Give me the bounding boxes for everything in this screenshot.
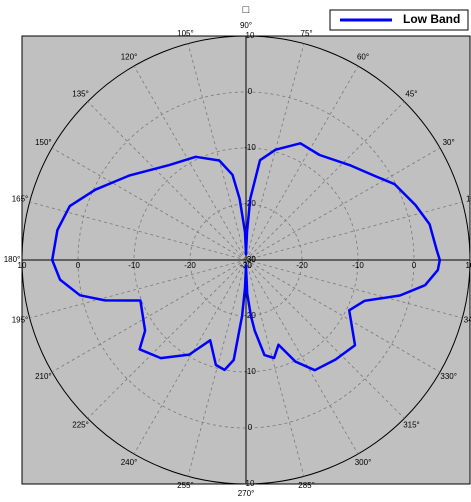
angle-label: 240° [121, 458, 138, 467]
angle-label: 345° [464, 316, 471, 325]
r-tick-label: -10 [352, 261, 364, 270]
legend-label: Low Band [403, 12, 460, 26]
angle-label: 210° [35, 372, 52, 381]
r-tick-label: 0 [412, 261, 417, 270]
grid-spoke [245, 259, 441, 373]
grid-spoke [51, 147, 247, 261]
angle-label: 45° [405, 90, 417, 99]
grid-spoke [245, 43, 305, 261]
grid-spoke [133, 259, 247, 455]
angle-label: 270° [238, 489, 255, 498]
grid-spoke [245, 259, 463, 319]
r-tick-label: -30 [244, 255, 256, 264]
grid-spoke [245, 201, 463, 261]
grid-spoke [245, 65, 359, 261]
grid-spoke [245, 259, 405, 419]
angle-label: 255° [177, 481, 194, 490]
angle-label: 195° [12, 316, 29, 325]
r-tick-label: 10 [246, 31, 255, 40]
grid-spoke [87, 101, 247, 261]
grid-spoke [245, 147, 441, 261]
grid-spoke [245, 259, 359, 455]
angle-label: 105° [177, 29, 194, 38]
angle-label: 300° [355, 458, 372, 467]
grid-spoke [187, 43, 247, 261]
angle-label: 135° [72, 90, 89, 99]
angle-label: 285° [298, 481, 315, 490]
grid-spoke [245, 259, 305, 477]
grid-spoke [87, 259, 247, 419]
grid-spoke [245, 101, 405, 261]
r-tick-label: -20 [296, 261, 308, 270]
r-tick-label: 10 [246, 479, 255, 488]
angle-label: 165° [12, 195, 29, 204]
r-tick-label: 10 [466, 261, 471, 270]
grid-spoke [187, 259, 247, 477]
angle-label: 225° [72, 421, 89, 430]
angle-label: 15° [466, 195, 471, 204]
r-tick-label: -10 [244, 143, 256, 152]
r-tick-label: -10 [244, 367, 256, 376]
angle-label: 180° [4, 255, 21, 264]
grid-spoke [29, 259, 247, 319]
r-tick-label: -20 [184, 261, 196, 270]
series-line [50, 142, 442, 372]
angle-label: 150° [35, 138, 52, 147]
r-tick-label: -10 [128, 261, 140, 270]
r-tick-label: 0 [248, 87, 253, 96]
angle-label: 60° [357, 52, 369, 61]
grid-spoke [51, 259, 247, 373]
angle-label: 75° [301, 29, 313, 38]
r-tick-label: 10 [18, 261, 27, 270]
legend-box [329, 9, 469, 31]
r-tick-label: -30 [244, 255, 256, 264]
angle-label: 120° [121, 52, 138, 61]
angle-label: 90° [240, 21, 252, 30]
chart-title: □ [243, 4, 250, 16]
angle-label: 330° [440, 372, 457, 381]
angle-label: 315° [403, 421, 420, 430]
angle-label: 30° [443, 138, 455, 147]
r-tick-label: 0 [76, 261, 81, 270]
grid-spoke [133, 65, 247, 261]
r-tick-label: 0 [248, 423, 253, 432]
